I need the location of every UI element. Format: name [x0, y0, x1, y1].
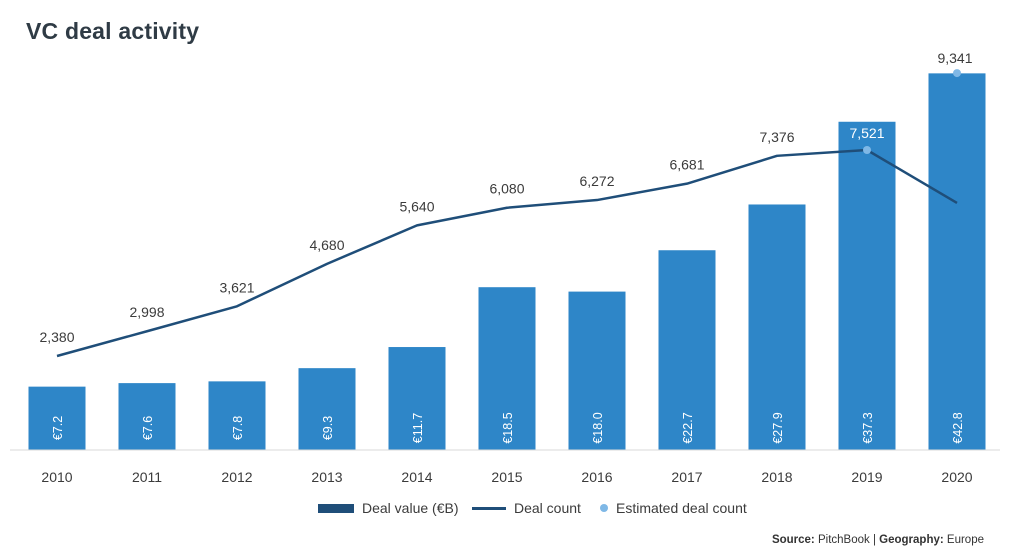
bar-2012	[208, 381, 266, 450]
legend-item-deal-count: Deal count	[472, 500, 581, 516]
legend-swatch-deal-value	[318, 503, 354, 513]
bar-label-2012: €7.8	[231, 416, 245, 440]
estimated-point-2019	[863, 146, 871, 154]
source-separator: |	[872, 534, 876, 546]
bar-label-2019: €37.3	[861, 412, 875, 443]
x-tick-label-2019: 2019	[851, 469, 882, 485]
legend-label-estimated: Estimated deal count	[616, 500, 747, 516]
bar-2016	[568, 291, 626, 450]
bar-2013	[298, 368, 356, 450]
deal-count-label-2016: 6,272	[579, 173, 614, 189]
bar-label-2014: €11.7	[411, 413, 425, 443]
x-tick-label-2012: 2012	[221, 469, 252, 485]
bar-2018	[748, 204, 806, 450]
bar-2014	[388, 347, 446, 450]
bar-label-2016: €18.0	[591, 412, 605, 443]
bar-label-2013: €9.3	[321, 416, 335, 440]
deal-count-label-2013: 4,680	[309, 237, 344, 253]
bar-2017	[658, 250, 716, 450]
bar-label-2010: €7.2	[51, 416, 65, 440]
estimated-deal-count-series: 9,341	[863, 50, 973, 154]
bar-2011	[118, 383, 176, 450]
source-label: Source:	[771, 534, 815, 546]
geography-label: Geography:	[879, 534, 944, 546]
x-tick-label-2010: 2010	[41, 469, 72, 485]
legend-label-deal-count: Deal count	[514, 500, 581, 516]
chart-canvas: €7.2 €7.6 €7.8 €9.3 €11.7 €18.5 €18.0 €22.7 €27.…	[10, 50, 1000, 485]
deal-count-label-2019: 7,521	[849, 125, 884, 141]
bar-label-2015: €18.5	[501, 412, 515, 443]
bar-2010	[28, 386, 86, 450]
deal-count-line-series	[56, 148, 958, 358]
deal-count-label-2011: 2,998	[129, 304, 164, 320]
deal-count-labels: 2,380 2,998 3,621 4,680 5,640 6,080 6,272 6,681…	[39, 125, 884, 345]
bar-2020	[928, 73, 986, 451]
bar-value-labels: €7.2 €7.6 €7.8 €9.3 €11.7 €18.5 €18.0 €22.7 €27.…	[51, 412, 965, 443]
geography-value: Europe	[946, 534, 984, 546]
legend-item-deal-value: Deal value (€B)	[318, 500, 459, 516]
x-tick-label-2017: 2017	[671, 469, 702, 485]
deal-count-label-2017: 6,681	[669, 157, 704, 173]
deal-count-label-2012: 3,621	[219, 279, 254, 295]
source-note: Source: PitchBook | Geography: Europe	[772, 534, 984, 546]
bar-2015	[478, 287, 536, 450]
chart-title: VC deal activity	[26, 18, 200, 44]
bar-label-2011: €7.6	[141, 416, 155, 440]
deal-count-label-2010: 2,380	[39, 329, 74, 345]
x-tick-label-2014: 2014	[401, 469, 432, 485]
x-tick-label-2018: 2018	[761, 469, 792, 485]
source-value: PitchBook	[817, 534, 870, 546]
x-axis-tick-labels: 2010 2011 2012 2013 2014 2015 2016 2017 2018 2019…	[41, 469, 972, 485]
x-tick-label-2013: 2013	[311, 469, 342, 485]
bar-2019	[838, 121, 896, 450]
x-tick-label-2020: 2020	[941, 469, 972, 485]
legend: Deal value (€B) Deal count Estimated dea…	[0, 500, 1024, 522]
legend-label-deal-value: Deal value (€B)	[362, 500, 459, 516]
deal-count-label-2015: 6,080	[489, 181, 524, 197]
bar-series	[28, 73, 986, 451]
deal-count-label-2014: 5,640	[399, 198, 434, 214]
bar-label-2020: €42.8	[951, 412, 965, 443]
x-tick-label-2015: 2015	[491, 469, 522, 485]
x-tick-label-2016: 2016	[581, 469, 612, 485]
bar-label-2017: €22.7	[681, 412, 695, 443]
bar-label-2018: €27.9	[771, 412, 785, 443]
estimated-label-2020: 9,341	[937, 50, 972, 66]
deal-count-label-2018: 7,376	[759, 129, 794, 145]
deal-count-line	[56, 148, 958, 358]
legend-swatch-estimated	[600, 504, 608, 512]
estimated-point-2020	[953, 69, 961, 78]
x-tick-label-2011: 2011	[132, 469, 162, 485]
legend-swatch-deal-count	[472, 506, 506, 510]
legend-item-estimated: Estimated deal count	[600, 500, 747, 516]
